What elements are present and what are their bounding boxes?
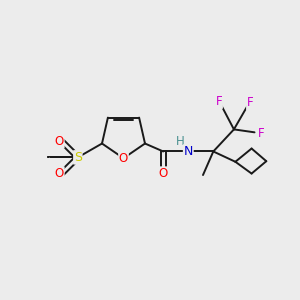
- Text: S: S: [74, 151, 82, 164]
- Text: O: O: [159, 167, 168, 180]
- Text: F: F: [247, 96, 253, 110]
- Text: S: S: [49, 157, 50, 158]
- Text: O: O: [119, 152, 128, 165]
- Text: N: N: [184, 145, 193, 158]
- Text: O: O: [55, 135, 64, 148]
- Text: F: F: [258, 127, 264, 140]
- Text: H: H: [176, 135, 184, 148]
- Text: F: F: [216, 95, 222, 108]
- Text: O: O: [55, 167, 64, 180]
- Text: S: S: [45, 156, 46, 157]
